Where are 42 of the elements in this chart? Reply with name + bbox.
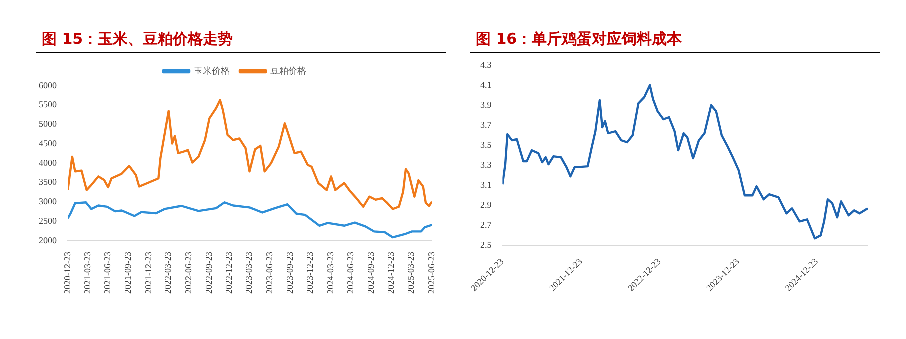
x-tick-label: 2023-03-23	[244, 252, 254, 294]
x-tick-label: 2022-12-23	[224, 252, 234, 294]
x-tick-label: 2024-12-23	[386, 252, 396, 294]
legend-label: 玉米价格	[194, 66, 230, 76]
x-tick-label: 2024-03-23	[325, 252, 336, 294]
y-tick-label: 3.5	[480, 140, 492, 150]
y-tick-label: 3500	[39, 177, 58, 188]
y-tick-label: 3.9	[480, 100, 492, 110]
x-tick-label: 2024-09-23	[366, 252, 376, 294]
y-tick-label: 4500	[39, 138, 58, 148]
y-tick-label: 3.3	[480, 160, 492, 170]
x-tick-label: 2024-06-23	[346, 252, 356, 294]
x-tick-label: 2020-12-23	[62, 252, 72, 294]
y-tick-label: 2.7	[480, 220, 492, 230]
y-tick-label: 6000	[39, 80, 58, 90]
y-tick-label: 2000	[39, 235, 58, 246]
y-tick-label: 3.7	[480, 120, 492, 130]
x-tick-label: 2023-06-23	[264, 252, 275, 294]
x-tick-label: 2025-06-23	[426, 252, 437, 294]
x-tick-label: 2022-09-23	[204, 252, 214, 294]
y-tick-label: 4.1	[480, 80, 492, 90]
x-tick-label: 2025-03-23	[406, 252, 416, 294]
x-tick-label: 2021-06-23	[102, 252, 113, 294]
y-tick-label: 3.1	[480, 180, 492, 190]
y-tick-label: 5500	[39, 100, 58, 110]
x-tick-label: 2023-12-23	[305, 252, 316, 294]
y-tick-label: 2500	[39, 216, 58, 226]
chart-title: 图 16：单斤鸡蛋对应饲料成本	[470, 30, 880, 53]
x-tick-label: 2021-09-23	[123, 252, 134, 294]
x-tick-label: 2021-03-23	[82, 252, 92, 294]
y-tick-label: 4000	[39, 158, 58, 168]
legend-label: 豆粕价格	[270, 66, 306, 76]
x-tick-label: 2022-03-23	[163, 252, 174, 294]
y-tick-label: 5000	[39, 119, 58, 130]
y-tick-label: 4.3	[480, 60, 492, 70]
x-tick-label: 2021-12-23	[143, 252, 154, 294]
y-tick-label: 2.5	[480, 240, 492, 250]
chart-title: 图 15：玉米、豆粕价格走势	[36, 30, 446, 53]
y-tick-label: 2.9	[480, 200, 492, 210]
y-tick-label: 3000	[39, 196, 58, 207]
x-tick-label: 2023-09-23	[284, 252, 295, 294]
x-tick-label: 2022-06-23	[184, 252, 194, 294]
